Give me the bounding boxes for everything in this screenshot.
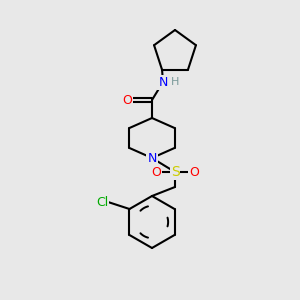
- Text: S: S: [171, 165, 179, 179]
- Text: N: N: [147, 152, 157, 164]
- Text: O: O: [189, 166, 199, 178]
- Text: Cl: Cl: [96, 196, 108, 208]
- Text: O: O: [122, 94, 132, 106]
- Text: N: N: [158, 76, 168, 88]
- Text: H: H: [171, 77, 179, 87]
- Text: O: O: [151, 166, 161, 178]
